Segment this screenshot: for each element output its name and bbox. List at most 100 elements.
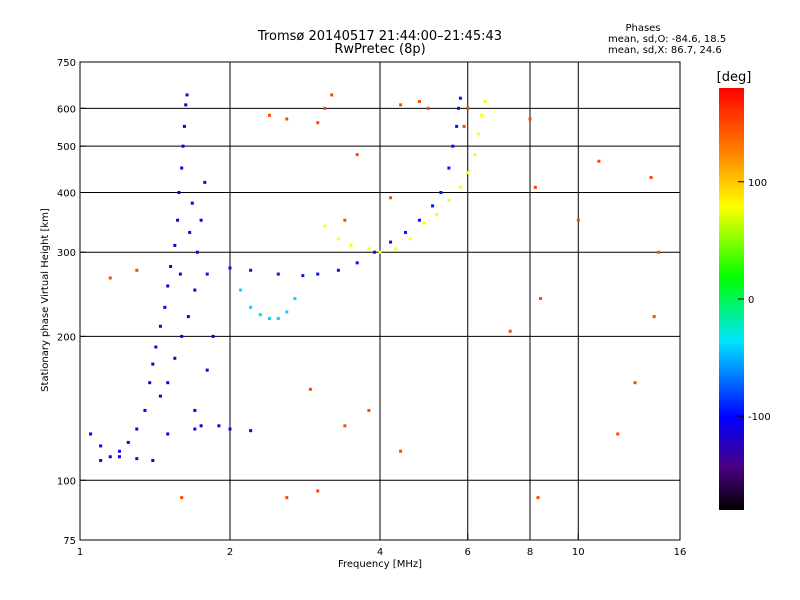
- y-tick-label: 200: [57, 332, 76, 343]
- data-point: [166, 381, 170, 385]
- data-point: [539, 297, 543, 301]
- data-point: [435, 212, 439, 216]
- data-point: [330, 93, 334, 97]
- data-point: [258, 313, 262, 317]
- data-point: [99, 444, 103, 448]
- data-point: [323, 224, 327, 228]
- x-tick-label: 16: [674, 547, 687, 558]
- data-point: [151, 458, 155, 462]
- data-point: [417, 218, 421, 222]
- x-tick-label: 4: [377, 547, 383, 558]
- data-point: [239, 288, 243, 292]
- data-point: [466, 106, 470, 110]
- data-point: [203, 180, 207, 184]
- data-point: [117, 449, 121, 453]
- colorbar-ticks: 100 0 -100: [738, 178, 771, 423]
- data-point: [117, 455, 121, 459]
- y-tick-label: 600: [57, 104, 76, 115]
- stats-heading: Phases: [625, 23, 660, 34]
- data-point: [373, 250, 377, 254]
- data-point: [205, 368, 209, 372]
- y-axis-label: Stationary phase Virtual Height [km]: [40, 208, 51, 392]
- x-tick-label: 2: [227, 547, 233, 558]
- data-point: [99, 458, 103, 462]
- data-point: [462, 124, 466, 128]
- data-point: [193, 427, 197, 431]
- y-tick-label: 750: [57, 58, 76, 69]
- data-point: [180, 496, 184, 500]
- y-tick-label: 300: [57, 248, 76, 259]
- y-tick-label: 400: [57, 188, 76, 199]
- data-point: [394, 247, 398, 251]
- data-point: [190, 201, 194, 205]
- data-point: [431, 204, 435, 208]
- data-point: [89, 432, 93, 436]
- data-point: [166, 284, 170, 288]
- data-point: [108, 276, 112, 280]
- stats-line-x: mean, sd,X: 86.7, 24.6: [608, 45, 722, 56]
- x-tick-label: 6: [465, 547, 471, 558]
- data-point: [188, 230, 192, 234]
- data-point: [439, 190, 443, 194]
- data-point: [178, 272, 182, 276]
- data-point: [533, 185, 537, 189]
- data-point: [217, 424, 221, 428]
- data-point: [276, 316, 280, 320]
- data-point: [508, 329, 512, 333]
- data-point: [173, 356, 177, 360]
- data-point: [308, 387, 312, 391]
- colorbar-tick-label: 100: [748, 178, 767, 189]
- x-axis-label: Frequency [MHz]: [338, 559, 422, 570]
- data-point: [276, 272, 280, 276]
- data-points: [89, 93, 661, 500]
- data-point: [536, 496, 540, 500]
- chart-title: Tromsø 20140517 21:44:00–21:45:43: [257, 29, 502, 44]
- data-point: [177, 190, 181, 194]
- data-point: [169, 265, 173, 269]
- data-point: [293, 297, 297, 301]
- data-point: [457, 106, 461, 110]
- data-point: [422, 221, 426, 225]
- data-point: [185, 93, 189, 97]
- data-point: [176, 218, 180, 222]
- axes: 1 2 4 6 8 10 16 75 100 200 300 400 500 600 750: [57, 58, 686, 558]
- data-point: [576, 218, 580, 222]
- data-point: [180, 166, 184, 170]
- data-point: [355, 261, 359, 265]
- y-tick-label: 75: [63, 536, 76, 547]
- data-point: [323, 106, 327, 110]
- data-point: [476, 132, 480, 136]
- data-point: [151, 362, 155, 366]
- y-tick-label: 100: [57, 476, 76, 487]
- data-point: [267, 113, 271, 117]
- data-point: [657, 250, 661, 254]
- colorbar-label: [deg]: [717, 70, 752, 85]
- x-tick-label: 1: [77, 547, 83, 558]
- colorbar-tick-label: 0: [748, 295, 754, 306]
- data-point: [343, 424, 347, 428]
- chart-subtitle: RwPretec (8p): [334, 42, 425, 57]
- data-point: [199, 218, 203, 222]
- data-point: [135, 268, 139, 272]
- data-point: [186, 315, 190, 319]
- data-point: [135, 427, 139, 431]
- data-point: [399, 103, 403, 107]
- data-point: [316, 121, 320, 125]
- data-point: [649, 175, 653, 179]
- data-point: [389, 240, 393, 244]
- data-point: [480, 113, 484, 117]
- data-point: [378, 250, 382, 254]
- data-point: [158, 324, 162, 328]
- data-point: [228, 266, 232, 270]
- data-point: [158, 394, 162, 398]
- data-point: [163, 305, 167, 309]
- data-point: [483, 100, 487, 104]
- data-point: [597, 159, 601, 163]
- stats-line-o: mean, sd,O: -84.6, 18.5: [608, 34, 726, 45]
- data-point: [195, 250, 199, 254]
- colorbar-tick-label: -100: [748, 412, 771, 423]
- data-point: [633, 381, 637, 385]
- x-tick-label: 8: [527, 547, 533, 558]
- data-point: [426, 106, 430, 110]
